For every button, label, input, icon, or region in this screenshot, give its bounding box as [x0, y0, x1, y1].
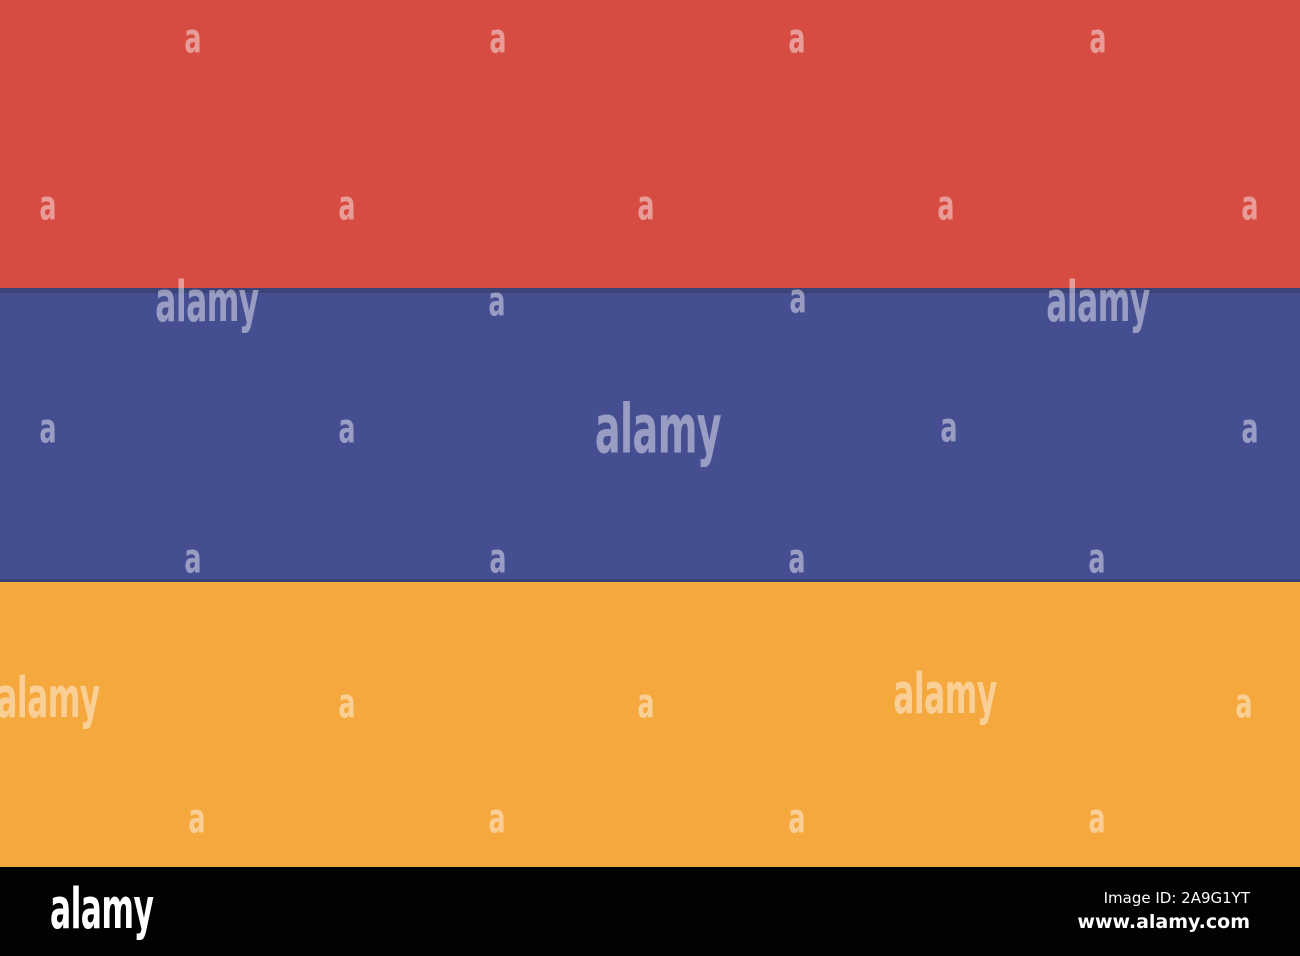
footer-info: Image ID: 2A9G1YT www.alamy.com [1077, 890, 1250, 932]
armenia-flag-image [0, 0, 1300, 867]
flag-stripe-red [0, 0, 1300, 288]
flag-stripe-orange [0, 582, 1300, 867]
flag-stripe-blue [0, 288, 1300, 582]
website-url-text: www.alamy.com [1077, 910, 1250, 933]
alamy-logo: alamy [50, 876, 154, 942]
image-id-text: Image ID: 2A9G1YT [1103, 889, 1250, 908]
footer-bar: alamy Image ID: 2A9G1YT www.alamy.com [0, 867, 1300, 956]
